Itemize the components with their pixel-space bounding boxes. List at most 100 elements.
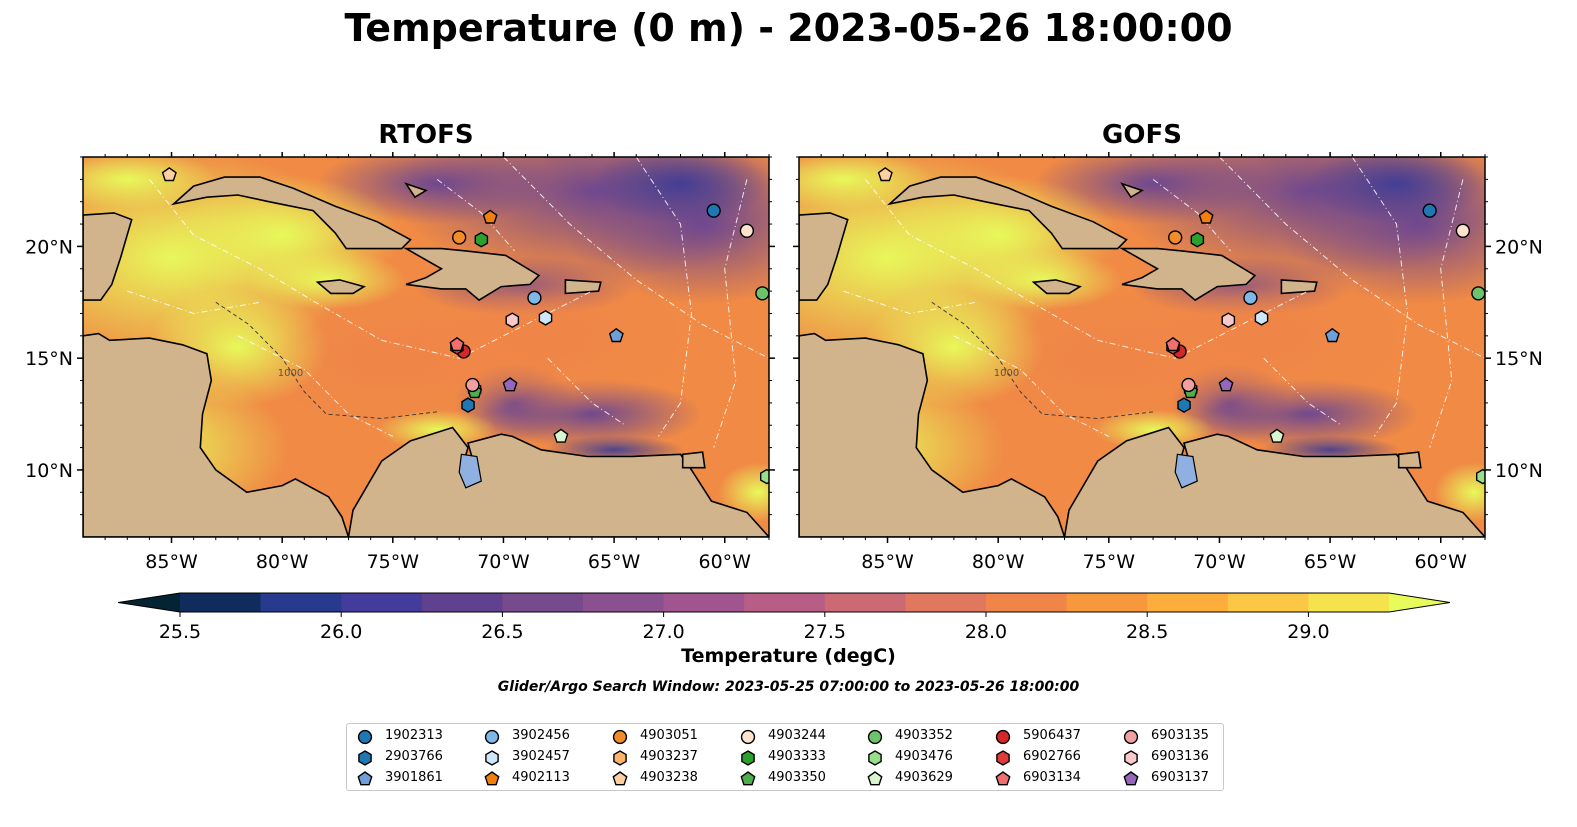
legend-label: 4903051	[640, 728, 698, 743]
eez-boundary	[1429, 179, 1464, 448]
float-marker-3901861	[608, 327, 624, 343]
gofs-map-panel: 1000 85°W 80°W 75°W 70°W 65°W 60°W 20°N 15°N 10°N	[793, 152, 1543, 573]
legend-marker	[358, 750, 372, 766]
float-marker-4903051	[452, 230, 467, 245]
x-tick-label: 85°W	[861, 551, 914, 573]
isobath-contour	[931, 301, 1154, 419]
float-marker-6903137	[502, 377, 518, 392]
float-marker-4903476	[1476, 468, 1485, 485]
float-marker-4903352	[1471, 286, 1485, 301]
colorbar-bin	[1066, 593, 1148, 612]
colorbar-tick-label: 25.5	[159, 621, 201, 643]
float-marker-4903244	[1455, 223, 1471, 238]
landmass	[404, 182, 428, 199]
y-tick-label: 15°N	[25, 348, 73, 370]
legend-label: 3902457	[512, 749, 570, 764]
colorbar-bin	[1308, 593, 1390, 612]
landmass	[1120, 182, 1144, 199]
landmass	[1119, 247, 1257, 302]
landmass	[1397, 451, 1422, 469]
legend-label: 6903136	[1151, 749, 1209, 764]
legend-label: 4903333	[768, 749, 826, 764]
figure-title: Temperature (0 m) - 2023-05-26 18:00:00	[344, 6, 1233, 50]
legend-marker	[613, 750, 627, 766]
float-marker-6903134	[449, 336, 465, 352]
legend-marker	[995, 729, 1011, 745]
map-frame	[82, 156, 770, 538]
legend-marker	[1124, 750, 1138, 766]
colorbar-tick-label: 28.0	[965, 621, 1007, 643]
legend-marker	[867, 729, 883, 745]
legend-marker	[1123, 729, 1139, 745]
landmass	[83, 212, 133, 301]
legend-marker	[868, 750, 882, 766]
eez-boundary	[713, 179, 748, 448]
float-marker-4903051	[1168, 230, 1183, 245]
x-tick-label: 65°W	[588, 551, 641, 573]
colorbar-tick-label: 26.0	[320, 621, 362, 643]
x-tick-label: 65°W	[1304, 551, 1357, 573]
float-marker-6903135	[465, 377, 480, 393]
landmass	[403, 247, 541, 302]
legend-label: 3902456	[512, 728, 570, 743]
x-tick-label: 85°W	[145, 551, 198, 573]
legend-label: 4903237	[640, 749, 698, 764]
legend-label: 5906437	[1023, 728, 1081, 743]
float-marker-1902313	[1422, 203, 1437, 218]
isobath-contour	[215, 301, 438, 419]
landmass	[347, 426, 769, 537]
x-tick-label: 75°W	[1083, 551, 1136, 573]
lake-maracaibo	[458, 453, 482, 489]
float-marker-4902113	[1198, 209, 1214, 224]
colorbar-tick-label: 27.5	[804, 621, 846, 643]
x-tick-label: 80°W	[972, 551, 1025, 573]
legend-label: 4903352	[895, 728, 953, 743]
legend-marker	[357, 771, 373, 786]
rtofs-panel-title: RTOFS	[378, 120, 474, 150]
colorbar-tick-label: 28.5	[1126, 621, 1168, 643]
float-marker-6903137	[1218, 377, 1234, 392]
colorbar-label: Temperature (degC)	[681, 645, 896, 667]
legend-label: 4902113	[512, 770, 570, 785]
eez-boundary	[953, 335, 1110, 437]
isobath-label: 1000	[278, 368, 303, 379]
float-marker-4903352	[755, 286, 769, 301]
float-marker-3902457	[538, 310, 553, 326]
float-legend: 1902313 2903766 3901861 3902456 3902457 49021…	[346, 723, 1224, 791]
colorbar-bin	[824, 593, 906, 612]
colorbar-bin	[583, 593, 665, 612]
float-marker-4903238	[161, 167, 177, 182]
float-marker-4903333	[1190, 231, 1205, 248]
eez-boundary	[865, 179, 1309, 359]
colorbar-bin	[986, 593, 1068, 612]
colorbar-bin	[260, 593, 342, 612]
float-marker-2903766	[461, 397, 475, 413]
colorbar-extend-max	[1389, 593, 1450, 612]
float-marker-6903136	[1221, 312, 1236, 329]
float-marker-6903136	[505, 312, 520, 329]
float-marker-4903333	[474, 231, 489, 248]
colorbar-bin	[1227, 593, 1309, 612]
landmass	[799, 332, 1066, 537]
colorbar-bin	[744, 593, 826, 612]
colorbar-bin	[905, 593, 987, 612]
x-tick-label: 70°W	[477, 551, 530, 573]
x-tick-label: 60°W	[1415, 551, 1468, 573]
legend-marker	[612, 729, 628, 745]
legend-marker	[741, 750, 755, 766]
float-marker-4902113	[482, 209, 498, 224]
landmass	[83, 332, 350, 537]
rtofs-map-panel: 1000 85°W 80°W 75°W 70°W 65°W 60°W 20°N 15°N 10°N	[25, 152, 775, 573]
eez-boundary	[149, 179, 593, 359]
landmass	[315, 279, 366, 295]
float-marker-3902457	[1254, 310, 1269, 326]
float-marker-3901861	[1324, 327, 1340, 343]
legend-label: 1902313	[385, 728, 443, 743]
legend-marker	[740, 771, 756, 786]
landmass	[1063, 426, 1485, 537]
colorbar-extend-min	[118, 593, 180, 612]
legend-marker	[612, 771, 628, 786]
colorbar-bin	[663, 593, 745, 612]
colorbar-bin	[180, 593, 262, 612]
float-marker-6903134	[1165, 336, 1181, 352]
